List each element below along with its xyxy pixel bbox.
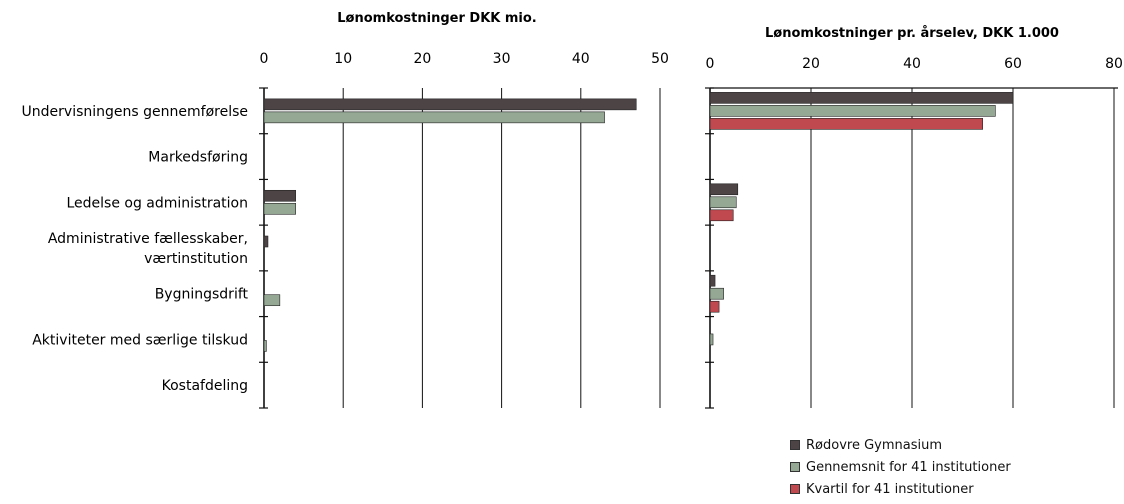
category-label: værtinstitution xyxy=(144,251,248,267)
bar xyxy=(709,92,1014,104)
category-label: Bygningsdrift xyxy=(155,287,249,303)
x-tick-label: 30 xyxy=(493,51,511,67)
legend-swatch-kvartil xyxy=(790,484,800,494)
bar xyxy=(709,287,724,300)
x-tick-label: 40 xyxy=(572,51,590,67)
bar xyxy=(263,294,281,307)
bar xyxy=(709,196,737,209)
x-tick-label: 20 xyxy=(802,56,820,72)
bar xyxy=(263,202,296,215)
category-label: Markedsføring xyxy=(148,150,248,166)
bar xyxy=(709,333,714,346)
x-tick-label: 50 xyxy=(651,51,669,67)
category-label: Kostafdeling xyxy=(162,378,248,394)
x-tick-label: 0 xyxy=(260,51,269,67)
right-chart-title: Lønomkostninger pr. årselev, DKK 1.000 xyxy=(765,26,1059,41)
bar xyxy=(709,274,716,287)
legend-item-gennemsnit: Gennemsnit for 41 institutioner xyxy=(790,456,1011,478)
bar xyxy=(263,235,269,248)
legend-label-kvartil: Kvartil for 41 institutioner xyxy=(806,481,974,497)
bar xyxy=(709,209,734,222)
category-label: Aktiviteter med særlige tilskud xyxy=(32,332,248,348)
bar xyxy=(709,118,984,130)
legend-item-kvartil: Kvartil for 41 institutioner xyxy=(790,478,1011,500)
x-tick-label: 40 xyxy=(903,56,921,72)
bar xyxy=(263,111,605,124)
bar xyxy=(263,189,296,202)
left-chart-title: Lønomkostninger DKK mio. xyxy=(337,11,537,26)
legend-swatch-gennemsnit xyxy=(790,462,800,472)
bar xyxy=(709,300,720,313)
legend-item-rodovre: Rødovre Gymnasium xyxy=(790,434,1011,456)
x-tick-label: 80 xyxy=(1105,56,1123,72)
right-chart: 0 20 40 60 80 xyxy=(705,56,1123,409)
legend-swatch-rodovre xyxy=(790,440,800,450)
legend-label-gennemsnit: Gennemsnit for 41 institutioner xyxy=(806,459,1011,475)
bar xyxy=(709,105,996,117)
x-tick-label: 0 xyxy=(706,56,715,72)
left-chart: 0 10 20 30 40 50 Undervisningens gennemførelse… xyxy=(22,51,669,409)
bar xyxy=(263,98,637,111)
category-label: Undervisningens gennemførelse xyxy=(22,104,248,120)
chart-legend: Rødovre Gymnasium Gennemsnit for 41 inst… xyxy=(790,434,1011,500)
x-tick-label: 10 xyxy=(334,51,352,67)
bar xyxy=(709,183,739,196)
bar xyxy=(263,340,267,352)
legend-label-rodovre: Rødovre Gymnasium xyxy=(806,437,942,453)
category-label: Administrative fællesskaber, xyxy=(48,231,248,247)
x-tick-label: 60 xyxy=(1004,56,1022,72)
category-label: Ledelse og administration xyxy=(66,195,248,211)
x-tick-label: 20 xyxy=(413,51,431,67)
